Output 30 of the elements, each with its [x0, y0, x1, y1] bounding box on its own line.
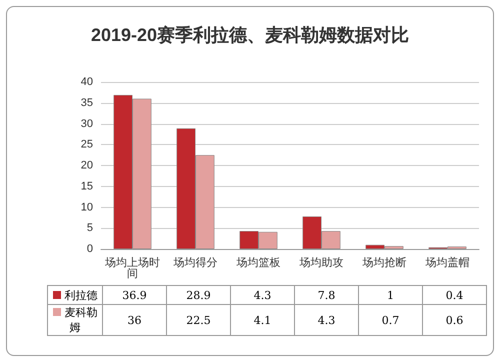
data-label: 4.1 [230, 304, 294, 336]
data-label: 36.9 [102, 286, 166, 304]
data-label: 22.5 [166, 304, 230, 336]
chart-title: 2019-20赛季利拉德、麦科勒姆数据对比 [90, 25, 410, 45]
x-tick-label: 场均上场时间 [104, 256, 160, 280]
data-label: 7.8 [294, 286, 358, 304]
x-tick-label: 场均盖帽 [424, 256, 470, 269]
x-tick-label: 场均得分 [172, 256, 218, 269]
y-tick-label: 30 [80, 118, 93, 130]
data-label: 0.6 [422, 304, 486, 336]
data-label: 0.4 [422, 286, 486, 304]
y-tick-label: 25 [80, 138, 93, 151]
legend-label: 利拉德 [48, 286, 102, 304]
data-label: 0.7 [358, 304, 422, 336]
data-label: 4.3 [294, 304, 358, 336]
x-tick-label: 场均助攻 [298, 256, 344, 269]
x-tick-label: 场均篮板 [236, 256, 280, 269]
y-tick-label: 0 [86, 243, 93, 255]
y-tick-label: 5 [86, 222, 93, 234]
data-label: 1 [358, 286, 422, 304]
x-tick-label: 场均抢断 [362, 256, 406, 269]
y-tick-label: 10 [80, 201, 93, 214]
y-tick-label: 15 [80, 180, 93, 192]
y-tick-label: 35 [80, 96, 93, 109]
data-label: 4.3 [230, 286, 294, 304]
data-label: 28.9 [166, 286, 230, 304]
y-tick-label: 40 [80, 76, 93, 88]
data-label: 36 [102, 304, 166, 336]
legend-label: 麦科勒姆 [48, 304, 102, 336]
y-tick-label: 20 [80, 160, 93, 172]
